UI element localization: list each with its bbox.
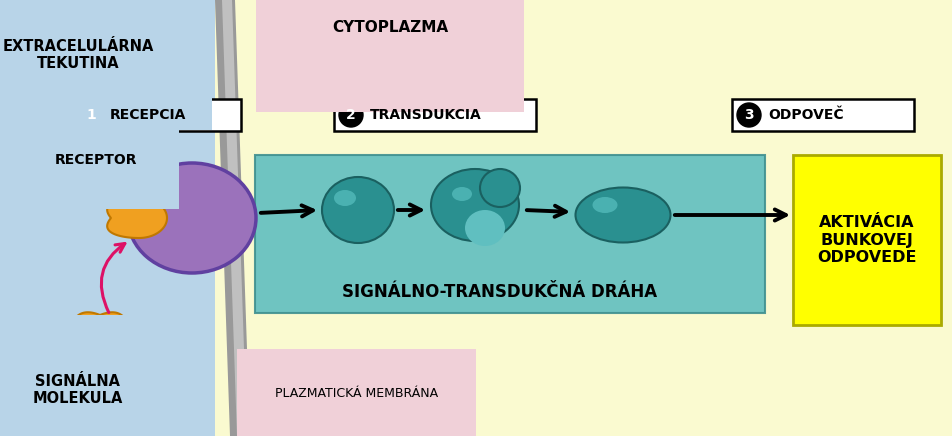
FancyBboxPatch shape xyxy=(731,99,913,131)
Ellipse shape xyxy=(128,163,256,273)
Text: RECEPCIA: RECEPCIA xyxy=(109,108,187,122)
Text: PLAZMATICKÁ MEMBRÁNA: PLAZMATICKÁ MEMBRÁNA xyxy=(275,386,438,399)
Polygon shape xyxy=(215,0,249,436)
Polygon shape xyxy=(69,312,129,355)
Ellipse shape xyxy=(465,210,505,246)
Text: AKTIVÁCIA
BUNKOVEJ
ODPOVEDE: AKTIVÁCIA BUNKOVEJ ODPOVEDE xyxy=(817,215,916,265)
Circle shape xyxy=(736,103,761,127)
Text: 2: 2 xyxy=(346,108,355,122)
Ellipse shape xyxy=(592,197,617,213)
Circle shape xyxy=(79,103,103,127)
Polygon shape xyxy=(107,198,167,238)
Circle shape xyxy=(339,103,363,127)
Text: TRANSDUKCIA: TRANSDUKCIA xyxy=(369,108,482,122)
Text: EXTRACELULÁRNA
TEKUTINA: EXTRACELULÁRNA TEKUTINA xyxy=(2,39,153,71)
FancyArrowPatch shape xyxy=(101,243,125,313)
Ellipse shape xyxy=(575,187,670,242)
Ellipse shape xyxy=(322,177,393,243)
Text: SIGNÁLNA
MOLEKULA: SIGNÁLNA MOLEKULA xyxy=(32,374,123,406)
FancyBboxPatch shape xyxy=(333,99,535,131)
Bar xyxy=(792,155,940,325)
Text: ODPOVEČ: ODPOVEČ xyxy=(767,108,843,122)
Ellipse shape xyxy=(430,169,519,241)
Text: RECEPTOR: RECEPTOR xyxy=(55,153,137,167)
Ellipse shape xyxy=(480,169,520,207)
Text: 3: 3 xyxy=(744,108,753,122)
Text: CYTOPLAZMA: CYTOPLAZMA xyxy=(331,20,447,35)
FancyBboxPatch shape xyxy=(74,99,241,131)
Text: 1: 1 xyxy=(86,108,96,122)
Bar xyxy=(255,155,764,313)
Polygon shape xyxy=(222,0,247,436)
Ellipse shape xyxy=(451,187,471,201)
Ellipse shape xyxy=(333,190,356,206)
Bar xyxy=(0,0,215,436)
Text: SIGNÁLNO-TRANSDUKČNÁ DRÁHA: SIGNÁLNO-TRANSDUKČNÁ DRÁHA xyxy=(342,283,657,301)
